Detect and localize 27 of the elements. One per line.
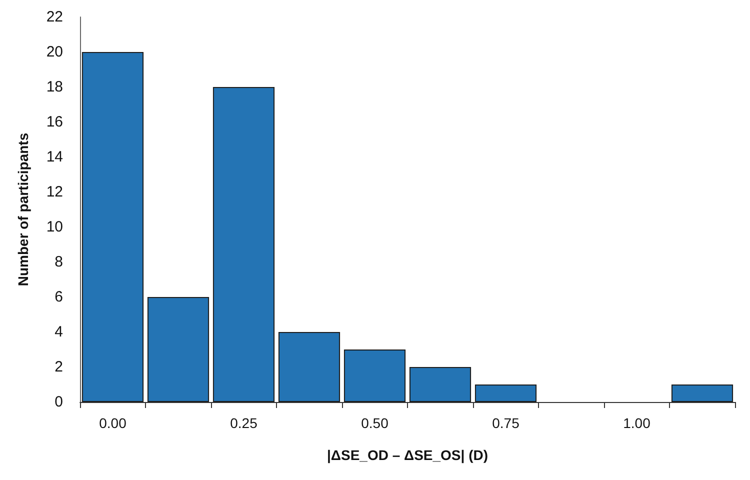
y-tick-label: 6 — [54, 288, 63, 306]
x-tick-label: 0.25 — [230, 415, 258, 431]
bar — [278, 332, 340, 402]
y-tick-label: 16 — [46, 114, 63, 130]
bar — [474, 384, 537, 402]
x-axis-title: |ΔSE_OD – ΔSE_OS| (D) — [327, 447, 488, 464]
x-tick-label: 0.75 — [492, 415, 520, 431]
y-tick-label: 18 — [46, 78, 63, 96]
bar — [82, 52, 144, 402]
y-tick-label: 2 — [54, 358, 63, 376]
bar — [344, 350, 406, 402]
bar — [212, 87, 275, 402]
y-tick-label: 0 — [54, 394, 63, 410]
y-tick-label: 14 — [46, 148, 63, 166]
y-tick-label: 12 — [46, 184, 63, 200]
y-tick-label: 10 — [46, 218, 63, 236]
bar — [409, 367, 472, 402]
y-tick-label: 4 — [54, 324, 63, 340]
x-tick-label: 1.00 — [623, 415, 651, 431]
bar — [147, 297, 210, 402]
y-axis-title: Number of participants — [15, 132, 31, 286]
x-tick-label: 0.50 — [361, 415, 389, 431]
y-tick-label: 20 — [46, 44, 63, 60]
x-tick-label: 0.00 — [99, 415, 127, 431]
bar — [671, 384, 734, 402]
y-tick-label: 22 — [46, 8, 63, 26]
y-tick-label: 8 — [54, 254, 63, 270]
